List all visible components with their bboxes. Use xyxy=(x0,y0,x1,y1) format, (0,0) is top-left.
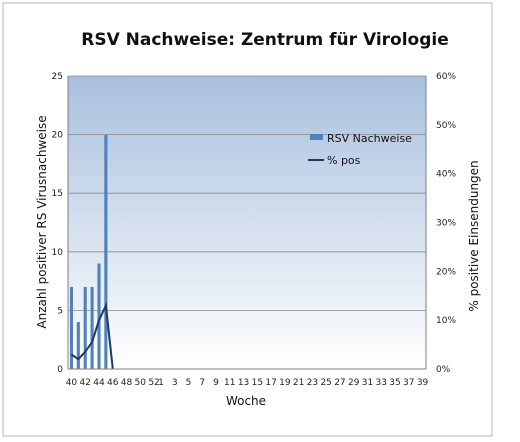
y-tick-label: 10 xyxy=(52,248,64,258)
y2-axis-label: % positive Einsendungen xyxy=(467,160,481,311)
bar xyxy=(97,263,101,369)
y2-tick-label: 10% xyxy=(436,316,456,326)
x-tick-label: 19 xyxy=(279,378,291,388)
x-tick-label: 31 xyxy=(362,378,373,388)
x-tick-label: 1 xyxy=(158,378,164,388)
x-tick-label: 39 xyxy=(417,378,429,388)
bar xyxy=(83,286,87,369)
legend-label-line: % pos xyxy=(327,154,361,167)
x-tick-label: 21 xyxy=(293,378,304,388)
x-tick-label: 37 xyxy=(403,378,414,388)
x-tick-label: 23 xyxy=(307,378,318,388)
y2-tick-labels: 0% 10% 20% 30% 40% 50% 60% xyxy=(436,72,456,375)
y-tick-labels: 0 5 10 15 20 25 xyxy=(52,72,64,375)
y-tick-label: 0 xyxy=(57,365,63,375)
bar xyxy=(90,286,94,369)
x-tick-label: 25 xyxy=(320,378,331,388)
x-tick-label: 48 xyxy=(121,378,133,388)
x-tick-label: 40 xyxy=(66,378,78,388)
x-tick-label: 33 xyxy=(376,378,387,388)
y2-tick-label: 0% xyxy=(436,365,451,375)
x-tick-labels: 40 42 44 46 48 50 521 3 5 7 9 11 13 15 17 19 21 23 25 27 29 3… xyxy=(66,378,429,388)
x-tick-label: 50 xyxy=(135,378,147,388)
y-axis-label: Anzahl positiver RS Virusnachweise xyxy=(35,115,49,328)
y-tick-label: 5 xyxy=(57,306,63,316)
y2-tick-label: 20% xyxy=(436,267,456,277)
y-tick-label: 20 xyxy=(52,131,64,141)
legend-label-bars: RSV Nachweise xyxy=(327,132,412,145)
x-tick-label: 13 xyxy=(238,378,249,388)
x-tick-label: 15 xyxy=(252,378,263,388)
x-tick-label: 42 xyxy=(79,378,90,388)
line-series xyxy=(70,301,114,370)
x-tick-label: 3 xyxy=(172,378,178,388)
bar xyxy=(69,286,73,369)
plot-area xyxy=(68,76,426,369)
y-tick-label: 25 xyxy=(52,72,63,82)
x-axis-label: Woche xyxy=(226,394,266,408)
y2-tick-label: 50% xyxy=(436,121,456,131)
legend: RSV Nachweise % pos xyxy=(308,132,412,167)
bar xyxy=(76,322,80,369)
x-tick-label: 5 xyxy=(186,378,192,388)
x-tick-label: 29 xyxy=(348,378,360,388)
chart-title: RSV Nachweise: Zentrum für Virologie xyxy=(81,30,449,50)
y2-tick-label: 60% xyxy=(436,72,456,82)
x-tick-label: 27 xyxy=(334,378,345,388)
x-tick-label: 7 xyxy=(199,378,205,388)
legend-swatch-bars xyxy=(310,134,323,140)
y2-tick-label: 30% xyxy=(436,219,456,229)
x-tick-label: 9 xyxy=(213,378,219,388)
x-tick-label: 17 xyxy=(265,378,276,388)
x-tick-label: 44 xyxy=(93,378,105,388)
x-tick-label: 35 xyxy=(389,378,400,388)
bar-series xyxy=(69,134,108,369)
y2-tick-label: 40% xyxy=(436,170,456,180)
y-tick-label: 15 xyxy=(52,189,63,199)
line-series-path xyxy=(70,301,114,370)
x-tick-label: 52 xyxy=(148,378,159,388)
x-tick-label: 46 xyxy=(107,378,119,388)
x-tick-label: 11 xyxy=(224,378,235,388)
bar xyxy=(104,134,108,369)
